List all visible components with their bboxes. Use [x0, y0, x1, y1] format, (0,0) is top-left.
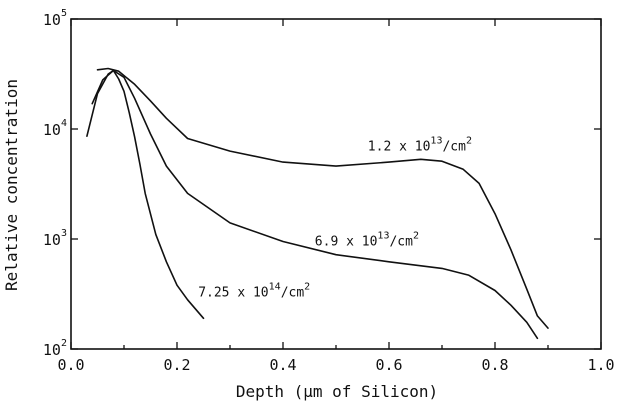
series-annotation-2: 6.9 x 1013/cm2: [315, 231, 419, 250]
y-axis-label: Relative concentration: [2, 79, 21, 291]
y-axis-ticks: 102 103 104 105: [43, 8, 601, 359]
y-tick-label: 102: [43, 338, 67, 359]
y-tick-label: 103: [43, 228, 67, 249]
x-axis-ticks: 0.0 0.2 0.4 0.6 0.8 1.0: [57, 19, 615, 374]
series-annotation-1: 1.2 x 1013/cm2: [368, 135, 472, 154]
series-line-1: [96, 67, 549, 329]
x-tick-label: 0.4: [269, 356, 296, 374]
y-tick-label: 104: [43, 118, 67, 139]
x-tick-label: 0.0: [57, 356, 84, 374]
y-tick-label: 105: [43, 8, 67, 29]
x-tick-label: 0.6: [375, 356, 402, 374]
x-tick-label: 1.0: [587, 356, 614, 374]
series-line-2: [91, 69, 539, 340]
x-tick-label: 0.8: [481, 356, 508, 374]
plot-frame: [70, 18, 602, 350]
series-line-3: [86, 69, 205, 320]
x-tick-label: 0.2: [163, 356, 190, 374]
series-layer: [86, 67, 549, 340]
x-axis-label: Depth (µm of Silicon): [236, 382, 438, 401]
series-annotation-3: 7.25 x 1014/cm2: [198, 282, 310, 301]
plot-border: [70, 18, 602, 350]
annotation-layer: 1.2 x 1013/cm2 6.9 x 1013/cm2 7.25 x 1014/…: [198, 135, 472, 300]
